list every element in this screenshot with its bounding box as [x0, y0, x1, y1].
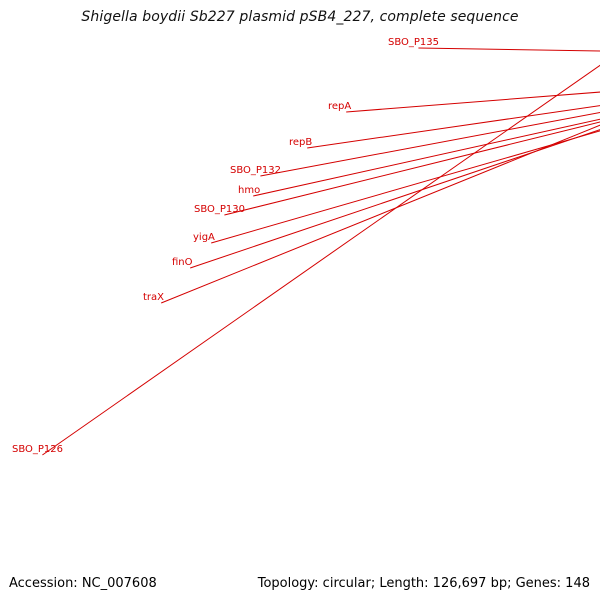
- accession-label: Accession: NC_007608: [9, 576, 157, 591]
- callout-line: [161, 124, 600, 304]
- gene-label-repb: repB: [289, 137, 312, 148]
- gene-label-sbo-p130: SBO_P130: [194, 204, 245, 215]
- callout-line: [418, 47, 600, 52]
- gene-label-sbo-p132: SBO_P132: [230, 165, 281, 176]
- callout-line: [253, 118, 600, 197]
- callout-line: [211, 130, 600, 244]
- gene-label-yiga: yigA: [193, 232, 215, 243]
- gene-label-hmo: hmo: [238, 185, 260, 196]
- callout-line: [260, 112, 600, 177]
- gene-label-sbo-p135: SBO_P135: [388, 37, 439, 48]
- callout-line: [190, 129, 600, 269]
- gene-label-fino: finO: [172, 257, 193, 268]
- callout-line: [346, 91, 600, 113]
- gene-label-trax: traX: [143, 292, 164, 303]
- topology-summary: Topology: circular; Length: 126,697 bp; …: [257, 576, 590, 591]
- callout-line: [42, 64, 600, 456]
- gene-label-repa: repA: [328, 101, 351, 112]
- callout-line: [307, 105, 600, 149]
- map-title: Shigella boydii Sb227 plasmid pSB4_227, …: [81, 9, 519, 25]
- callout-line: [224, 121, 600, 216]
- gene-callouts: SBO_P126 traX finO yigA SBO_P130 hmo SBO_P132 r…: [12, 37, 600, 456]
- gene-label-sbo-p126: SBO_P126: [12, 444, 63, 455]
